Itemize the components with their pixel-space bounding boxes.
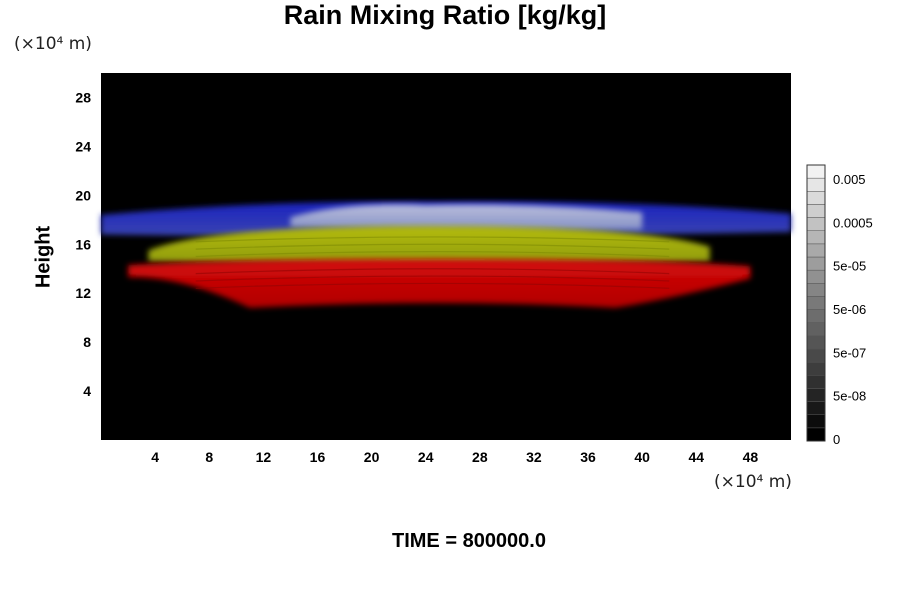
contour-line [195, 268, 670, 275]
y-tick-label: 8 [83, 334, 91, 350]
colorbar-band [806, 283, 826, 297]
x-tick-label: 32 [526, 449, 542, 465]
colorbar-label: 0 [833, 432, 840, 447]
x-axis-unit: (×10⁴ m) [714, 472, 792, 492]
y-tick-label: 28 [75, 89, 91, 105]
colorbar-band [806, 204, 826, 218]
contour-line [195, 236, 670, 243]
field-layer-2 [290, 204, 643, 231]
colorbar-band [806, 414, 826, 429]
y-tick-label: 12 [75, 285, 91, 301]
contour-line [195, 251, 670, 258]
colorbar-band [806, 361, 826, 376]
y-tick-label: 20 [75, 187, 91, 203]
y-axis-unit: (×10⁴ m) [14, 34, 92, 54]
colorbar-band [806, 256, 826, 271]
colorbar-band [806, 335, 826, 350]
colorbar-label: 5e-06 [833, 302, 866, 317]
colorbar-band [806, 191, 826, 205]
colorbar: 0 5e-08 5e-07 5e-06 5e-05 0.0005 0.005 [806, 164, 873, 447]
contour-line [195, 282, 670, 289]
colorbar-band [806, 217, 826, 231]
colorbar-label: 0.0005 [833, 215, 873, 230]
colorbar-label: 5e-07 [833, 345, 866, 360]
colorbar-band [806, 309, 826, 323]
colorbar-label: 5e-05 [833, 259, 866, 274]
colorbar-band [806, 164, 826, 179]
x-tick-label: 20 [364, 449, 380, 465]
contour-striations [195, 236, 670, 289]
colorbar-band [806, 269, 826, 284]
x-tick-label: 36 [580, 449, 596, 465]
x-tick-label: 16 [310, 449, 326, 465]
x-tick-label: 12 [256, 449, 272, 465]
y-axis-ticks: 4 8 12 16 20 24 28 [75, 89, 91, 399]
colorbar-band [806, 322, 826, 337]
contour-line [195, 243, 670, 250]
x-tick-label: 24 [418, 449, 434, 465]
y-tick-label: 4 [83, 383, 91, 399]
chart-title: Rain Mixing Ratio [kg/kg] [283, 0, 607, 30]
colorbar-band [806, 230, 826, 245]
field-layer-3 [148, 225, 710, 266]
x-tick-label: 40 [634, 449, 650, 465]
contour-line [195, 275, 670, 282]
colorbar-band [806, 427, 826, 442]
colorbar-band [806, 401, 826, 415]
colorbar-band [806, 243, 826, 258]
colorbar-label: 0.005 [833, 172, 866, 187]
y-tick-label: 24 [75, 138, 91, 154]
x-tick-label: 8 [205, 449, 213, 465]
field-layers [101, 201, 791, 308]
x-axis-ticks: 4 8 12 16 20 24 28 32 36 40 44 48 [151, 449, 758, 465]
x-tick-label: 48 [743, 449, 759, 465]
colorbar-band [806, 388, 826, 402]
y-tick-label: 16 [75, 236, 91, 252]
colorbar-band [806, 296, 826, 310]
colorbar-band [806, 177, 826, 192]
colorbar-label: 5e-08 [833, 389, 866, 404]
x-tick-label: 44 [689, 449, 705, 465]
time-label: TIME = 800000.0 [392, 530, 546, 552]
x-tick-label: 4 [151, 449, 159, 465]
colorbar-band [806, 375, 826, 389]
colorbar-band [806, 348, 826, 363]
x-tick-label: 28 [472, 449, 488, 465]
colorbar-frame [806, 164, 826, 442]
